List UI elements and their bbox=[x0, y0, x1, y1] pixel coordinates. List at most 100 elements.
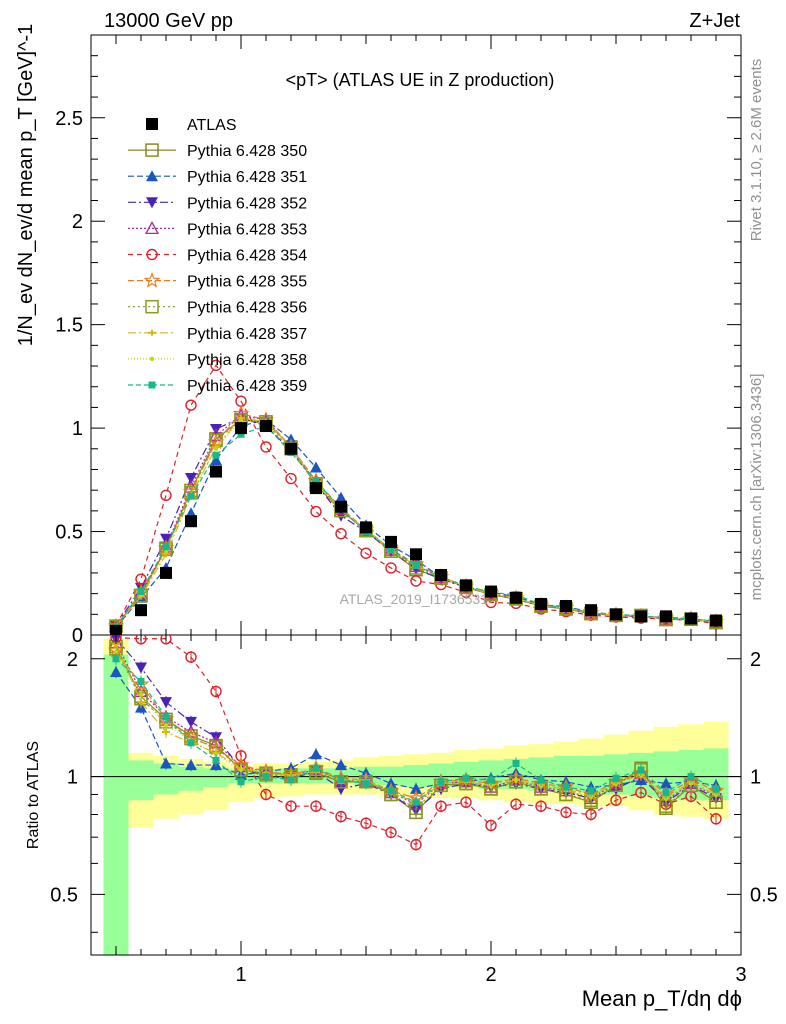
band-green bbox=[128, 760, 154, 801]
data-point bbox=[685, 612, 697, 625]
y-tick-label: 1 bbox=[72, 418, 83, 440]
data-point bbox=[485, 585, 497, 598]
x-tick-label: 1 bbox=[235, 964, 246, 986]
data-point bbox=[460, 579, 472, 592]
legend-label: Pythia 6.428 357 bbox=[187, 326, 307, 343]
series-ratio-point bbox=[362, 780, 370, 788]
series-ratio-point bbox=[512, 759, 520, 767]
ratio-axis-label: Ratio to ATLAS bbox=[25, 741, 42, 849]
data-point bbox=[210, 465, 222, 478]
series-point bbox=[162, 543, 170, 551]
data-point bbox=[410, 548, 422, 561]
series-point bbox=[210, 454, 222, 466]
series-ratio-point bbox=[510, 798, 522, 810]
series-ratio-point bbox=[213, 752, 219, 757]
legend-marker bbox=[148, 329, 156, 336]
legend-label: Pythia 6.428 353 bbox=[187, 221, 307, 238]
ratio-tick-label-left: 0.5 bbox=[50, 884, 78, 906]
series-ratio-point bbox=[135, 635, 147, 645]
series-point bbox=[238, 417, 244, 423]
data-point bbox=[135, 604, 147, 617]
legend-marker bbox=[145, 143, 159, 157]
series-point bbox=[410, 575, 422, 587]
legend-marker bbox=[146, 118, 158, 130]
series-ratio-point bbox=[485, 819, 497, 832]
series-point bbox=[335, 491, 347, 503]
series-ratio-point bbox=[337, 776, 345, 784]
legend-label: Pythia 6.428 355 bbox=[187, 274, 307, 291]
series-point bbox=[335, 527, 347, 540]
x-tick-label: 3 bbox=[735, 964, 746, 986]
series-point bbox=[237, 430, 245, 438]
series-ratio-point bbox=[610, 794, 622, 806]
series-ratio-point bbox=[138, 692, 144, 697]
series-point bbox=[260, 441, 272, 453]
data-point bbox=[510, 591, 522, 604]
series-ratio-point bbox=[238, 767, 244, 773]
series-ratio-point bbox=[335, 759, 347, 771]
series-point bbox=[185, 472, 197, 484]
chart-title: <pT> (ATLAS UE in Z production) bbox=[286, 70, 555, 90]
series-point bbox=[285, 472, 297, 485]
series-ratio-point bbox=[287, 776, 295, 784]
series-ratio-point bbox=[535, 800, 547, 812]
legend-marker bbox=[143, 271, 161, 288]
series-ratio-point bbox=[135, 662, 147, 674]
series-ratio-point bbox=[710, 813, 722, 825]
data-point bbox=[385, 535, 397, 548]
series-ratio-point bbox=[113, 649, 119, 655]
series-ratio-point bbox=[387, 787, 395, 795]
series-point bbox=[387, 545, 395, 553]
series-ratio-point bbox=[712, 785, 720, 793]
band-green bbox=[203, 768, 229, 788]
series-ratio-point bbox=[160, 757, 172, 769]
legend-marker bbox=[146, 248, 158, 261]
legend-label: Pythia 6.428 352 bbox=[187, 195, 307, 212]
axis-ticks: 1 2 3 0 0.5 1 1.5 2 2.5 0.5 0.5 1 1 2 2 bbox=[50, 35, 778, 986]
x-tick-label: 2 bbox=[485, 964, 496, 986]
header-left: 13000 GeV pp bbox=[104, 10, 233, 32]
side-label-mcplots: mcplots.cern.ch [arXiv:1306.3436] bbox=[748, 374, 765, 601]
series-ratio-point bbox=[513, 777, 519, 783]
series-ratio-point bbox=[212, 756, 220, 764]
series-ratio-point bbox=[537, 776, 545, 784]
data-point bbox=[535, 597, 547, 610]
series-point bbox=[310, 505, 322, 518]
band-green bbox=[103, 654, 129, 955]
data-point bbox=[360, 521, 372, 534]
series-ratio-point bbox=[437, 778, 445, 786]
series-ratio-point bbox=[237, 778, 245, 786]
y-axis-label: 1/N_ev dN_ev/d mean p_T [GeV]^-1 bbox=[15, 24, 37, 347]
series-point bbox=[385, 562, 397, 574]
data-point bbox=[660, 610, 672, 623]
series-point bbox=[160, 489, 172, 502]
series-ratio-point bbox=[662, 789, 670, 797]
legend-label: Pythia 6.428 356 bbox=[187, 300, 307, 317]
series-ratio-point bbox=[587, 787, 595, 795]
series-ratio-point bbox=[562, 783, 570, 791]
data-point bbox=[285, 442, 297, 455]
series-ratio-point bbox=[360, 817, 372, 829]
x-axis-label: Mean p_T/dη dϕ bbox=[582, 986, 742, 1011]
series-ratio-point bbox=[637, 766, 645, 774]
series-ratio-point bbox=[612, 774, 620, 782]
series-ratio-point bbox=[162, 713, 170, 721]
series-ratio-point bbox=[285, 800, 297, 812]
series-ratio-point bbox=[185, 716, 197, 728]
data-point bbox=[560, 600, 572, 613]
series-ratio-point bbox=[163, 723, 169, 728]
legend-marker bbox=[149, 356, 155, 362]
series-ratio-point bbox=[635, 786, 647, 799]
series-ratio-point bbox=[262, 773, 270, 781]
series-ratio-point bbox=[185, 651, 197, 663]
series-point bbox=[213, 446, 219, 451]
series-ratio-point bbox=[688, 781, 694, 786]
series-ratio-point bbox=[660, 777, 672, 789]
series-ratio-point bbox=[187, 739, 195, 747]
series-ratio-point bbox=[112, 655, 120, 663]
series-point bbox=[135, 573, 147, 585]
data-point bbox=[160, 566, 172, 579]
legend-label: Pythia 6.428 359 bbox=[187, 378, 307, 395]
ratio-plot-series bbox=[107, 635, 725, 851]
